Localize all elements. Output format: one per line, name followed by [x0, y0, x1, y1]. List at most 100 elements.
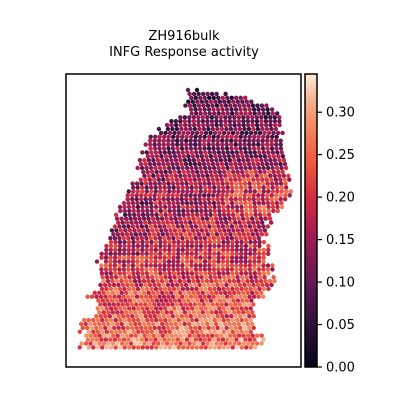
- spot: [189, 337, 194, 342]
- spot: [266, 212, 272, 217]
- spot: [178, 115, 183, 120]
- spot: [143, 220, 148, 225]
- spot: [198, 267, 203, 272]
- spot: [124, 310, 129, 315]
- spot: [202, 259, 208, 264]
- spot: [122, 208, 128, 214]
- spot: [127, 228, 133, 233]
- spot: [266, 185, 271, 190]
- spot: [251, 325, 256, 331]
- spot: [161, 314, 166, 319]
- spot: [238, 95, 243, 101]
- spot: [207, 224, 212, 229]
- spot: [217, 345, 222, 350]
- spot: [187, 290, 192, 295]
- spot: [234, 185, 239, 190]
- spot: [170, 161, 175, 167]
- spot: [127, 212, 132, 217]
- spot: [271, 275, 276, 280]
- spot: [115, 321, 120, 327]
- spot: [162, 150, 167, 155]
- spot: [242, 302, 247, 307]
- spot: [170, 146, 176, 151]
- spot: [196, 173, 201, 178]
- spot: [180, 134, 185, 139]
- spot: [270, 111, 275, 116]
- spot: [245, 278, 250, 284]
- spot: [244, 130, 249, 136]
- spot: [279, 185, 284, 190]
- spot: [156, 126, 162, 132]
- spot: [214, 119, 219, 124]
- spot: [252, 247, 257, 253]
- spot: [169, 232, 175, 237]
- spot: [224, 142, 229, 147]
- spot: [183, 161, 189, 167]
- spot: [176, 130, 182, 136]
- spot: [103, 263, 109, 268]
- spot: [284, 185, 289, 190]
- spot: [135, 286, 141, 292]
- spot: [104, 271, 109, 276]
- spot: [231, 169, 236, 175]
- spot: [256, 193, 261, 198]
- spot: [92, 290, 97, 295]
- spot: [188, 177, 193, 182]
- spot: [238, 200, 244, 206]
- spot: [197, 126, 202, 132]
- spot: [234, 255, 239, 260]
- spot: [266, 130, 272, 136]
- spot: [79, 341, 84, 346]
- spot: [253, 169, 258, 175]
- spot: [155, 158, 161, 163]
- spot: [209, 341, 215, 346]
- spot: [215, 177, 220, 182]
- spot: [221, 208, 226, 214]
- spot: [177, 298, 182, 303]
- spot: [176, 185, 181, 190]
- spot: [184, 181, 189, 186]
- spot: [266, 189, 271, 194]
- spot: [126, 239, 132, 245]
- spot: [189, 134, 194, 139]
- spot: [108, 243, 114, 249]
- spot: [140, 317, 145, 323]
- spot: [185, 247, 190, 253]
- spot: [126, 247, 131, 253]
- spot: [268, 122, 273, 128]
- spot: [105, 278, 111, 284]
- spot: [176, 189, 181, 194]
- spot: [234, 263, 239, 268]
- spot: [212, 306, 217, 311]
- spot: [123, 216, 129, 221]
- spot: [116, 220, 121, 225]
- spot: [131, 317, 136, 323]
- spot: [184, 146, 189, 151]
- spot: [196, 290, 201, 295]
- spot: [94, 259, 100, 264]
- spot: [217, 228, 223, 233]
- spot: [261, 165, 266, 171]
- spot: [124, 333, 129, 338]
- spot: [125, 197, 130, 202]
- spot: [243, 236, 248, 241]
- spot: [249, 99, 254, 104]
- spot: [193, 165, 199, 171]
- spot: [185, 251, 190, 256]
- spot: [114, 298, 119, 303]
- spot: [151, 232, 157, 237]
- spot: [160, 290, 165, 295]
- spot: [130, 263, 136, 268]
- spot: [245, 115, 250, 120]
- spot: [154, 154, 160, 159]
- spot: [207, 267, 212, 272]
- spot: [151, 341, 156, 346]
- spot: [207, 165, 212, 171]
- spot: [173, 216, 178, 221]
- spot: [148, 142, 153, 147]
- spot: [274, 142, 279, 147]
- spot: [128, 321, 133, 327]
- spot: [194, 150, 199, 155]
- spot: [226, 212, 231, 217]
- spot: [278, 138, 283, 143]
